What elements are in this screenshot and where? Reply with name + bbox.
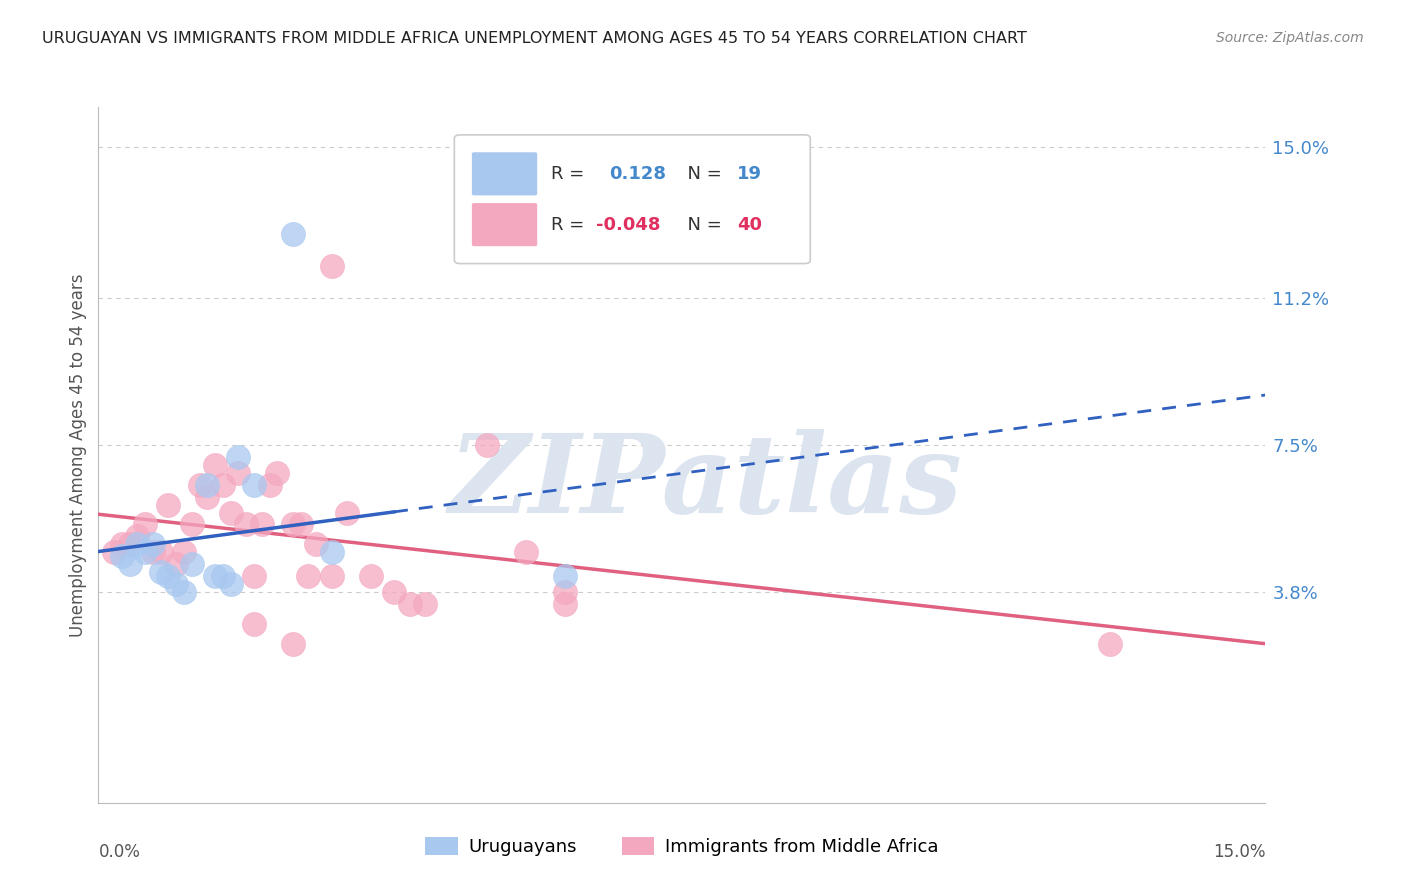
Legend: Uruguayans, Immigrants from Middle Africa: Uruguayans, Immigrants from Middle Afric… xyxy=(418,830,946,863)
Point xyxy=(118,558,141,572)
Text: 40: 40 xyxy=(737,216,762,234)
Point xyxy=(127,537,149,551)
Point xyxy=(204,458,226,472)
FancyBboxPatch shape xyxy=(472,203,537,246)
Point xyxy=(321,259,343,273)
Point xyxy=(360,569,382,583)
Point xyxy=(297,569,319,583)
Point xyxy=(321,569,343,583)
Point xyxy=(228,466,250,480)
Point xyxy=(243,569,266,583)
Point xyxy=(134,517,156,532)
Point xyxy=(180,517,202,532)
Point xyxy=(212,569,235,583)
Text: Source: ZipAtlas.com: Source: ZipAtlas.com xyxy=(1216,31,1364,45)
Text: 0.128: 0.128 xyxy=(610,165,666,183)
Point xyxy=(281,517,304,532)
Point xyxy=(149,545,172,559)
Point xyxy=(413,597,436,611)
FancyBboxPatch shape xyxy=(472,153,537,195)
Point xyxy=(219,506,242,520)
Point xyxy=(243,616,266,631)
Point xyxy=(111,537,134,551)
Point xyxy=(142,537,165,551)
Point xyxy=(398,597,420,611)
Point xyxy=(157,498,180,512)
Point xyxy=(554,569,576,583)
Point xyxy=(165,577,187,591)
Text: URUGUAYAN VS IMMIGRANTS FROM MIDDLE AFRICA UNEMPLOYMENT AMONG AGES 45 TO 54 YEAR: URUGUAYAN VS IMMIGRANTS FROM MIDDLE AFRI… xyxy=(42,31,1026,46)
Point xyxy=(290,517,312,532)
Point xyxy=(281,227,304,242)
Point xyxy=(554,585,576,599)
Point xyxy=(235,517,257,532)
Point xyxy=(195,490,218,504)
Text: N =: N = xyxy=(676,165,727,183)
Text: 15.0%: 15.0% xyxy=(1213,843,1265,861)
Point xyxy=(382,585,405,599)
Point xyxy=(321,545,343,559)
Point xyxy=(195,477,218,491)
Text: ZIPatlas: ZIPatlas xyxy=(449,429,962,536)
Point xyxy=(259,477,281,491)
Point xyxy=(157,569,180,583)
Point xyxy=(134,545,156,559)
Point xyxy=(477,438,499,452)
Point xyxy=(188,477,211,491)
Point xyxy=(1098,637,1121,651)
FancyBboxPatch shape xyxy=(454,135,810,264)
Point xyxy=(281,637,304,651)
Point xyxy=(127,529,149,543)
Point xyxy=(219,577,242,591)
Point xyxy=(165,558,187,572)
Text: -0.048: -0.048 xyxy=(596,216,659,234)
Text: R =: R = xyxy=(551,165,602,183)
Point xyxy=(554,597,576,611)
Point xyxy=(336,506,359,520)
Text: R =: R = xyxy=(551,216,591,234)
Point xyxy=(250,517,273,532)
Point xyxy=(111,549,134,564)
Point xyxy=(204,569,226,583)
Point xyxy=(515,545,537,559)
Text: N =: N = xyxy=(676,216,727,234)
Y-axis label: Unemployment Among Ages 45 to 54 years: Unemployment Among Ages 45 to 54 years xyxy=(69,273,87,637)
Point xyxy=(103,545,125,559)
Point xyxy=(212,477,235,491)
Point xyxy=(228,450,250,464)
Point xyxy=(173,585,195,599)
Text: 19: 19 xyxy=(737,165,762,183)
Point xyxy=(243,477,266,491)
Point xyxy=(180,558,202,572)
Point xyxy=(305,537,328,551)
Point xyxy=(266,466,288,480)
Point xyxy=(142,545,165,559)
Point xyxy=(149,565,172,579)
Point xyxy=(118,537,141,551)
Point xyxy=(173,545,195,559)
Text: 0.0%: 0.0% xyxy=(98,843,141,861)
